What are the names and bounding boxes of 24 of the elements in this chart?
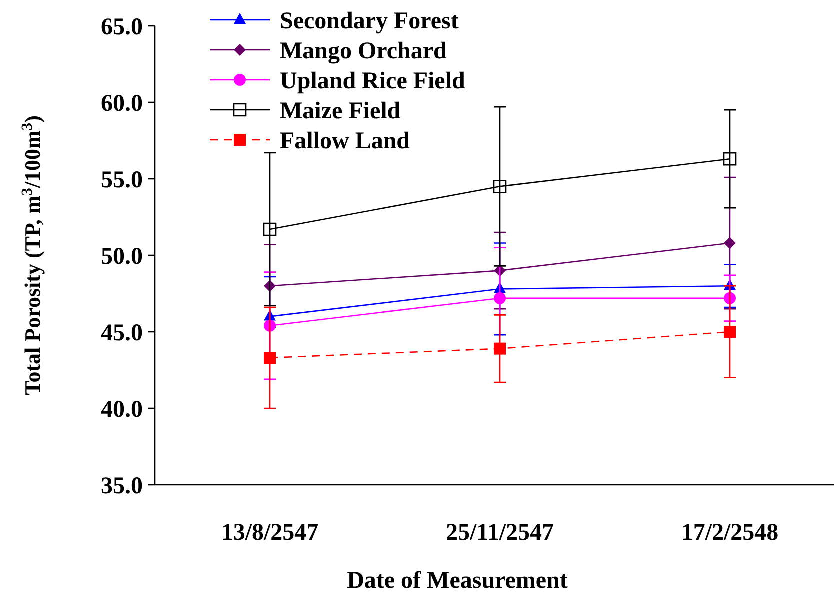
- legend-label: Mango Orchard: [280, 38, 448, 64]
- x-tick-label: 17/2/2548: [681, 520, 779, 546]
- legend-label: Fallow Land: [280, 128, 411, 154]
- y-tick-label: 50.0: [101, 244, 143, 270]
- x-tick-label: 25/11/2547: [446, 520, 554, 546]
- legend-label: Maize Field: [280, 98, 402, 124]
- point: [264, 352, 276, 364]
- point: [723, 152, 737, 166]
- y-tick-label: 65.0: [101, 14, 143, 40]
- y-tick-label: 55.0: [101, 167, 143, 194]
- point: [494, 342, 506, 355]
- y-tick-label: 60.0: [101, 90, 143, 117]
- legend-label: Upland Rice Field: [280, 68, 466, 94]
- x-axis-title: Date of Measurement: [347, 568, 568, 594]
- legend-label: Secondary Forest: [280, 8, 459, 34]
- point: [493, 180, 507, 194]
- y-tick-label: 45.0: [101, 320, 143, 346]
- y-tick-label: 40.0: [101, 396, 143, 423]
- point: [724, 237, 736, 250]
- point: [263, 222, 277, 236]
- y-tick-label: 35.0: [101, 473, 143, 500]
- point: [494, 292, 506, 304]
- point: [724, 326, 736, 338]
- x-tick-label: 13/8/2547: [221, 520, 319, 546]
